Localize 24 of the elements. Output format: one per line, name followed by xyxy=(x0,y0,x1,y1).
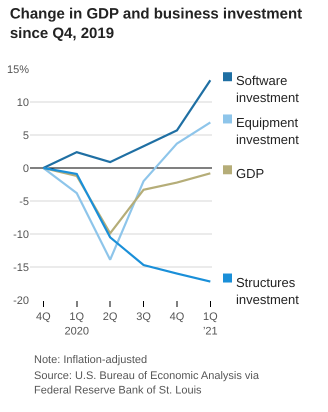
line-series xyxy=(42,79,212,170)
line-series xyxy=(42,166,212,283)
legend-label: Equipment investment xyxy=(236,115,300,147)
x-tick-label: 3Q xyxy=(136,311,152,324)
source-note: Source: U.S. Bureau of Economic Analysis via Federal Reserve Bank of St. Louis xyxy=(34,370,260,396)
legend-label: GDP xyxy=(236,166,264,181)
x-tick-label: 1Q 2020 xyxy=(64,311,89,338)
x-tick-label: 4Q xyxy=(36,311,52,324)
text: Note: Inflation-adjusted xyxy=(34,354,148,366)
y-tick-label: 15% xyxy=(6,64,30,76)
y-tick-label: -20 xyxy=(13,294,29,307)
y-tick-label: 5 xyxy=(22,130,29,142)
x-tick-label: 4Q xyxy=(170,311,185,324)
legend-label: Structures investment xyxy=(236,275,300,307)
y-tick-label: 0 xyxy=(22,162,29,175)
y-tick-label: -15 xyxy=(13,262,29,274)
x-tick-label: 1Q ’21 xyxy=(202,311,218,338)
chart-title: Change in GDP and business investment since Q4, 2019 xyxy=(10,6,302,42)
line-series xyxy=(42,121,212,261)
x-tick-label: 2Q xyxy=(102,311,118,324)
y-tick-label: 10 xyxy=(16,96,29,109)
y-tick-label: -5 xyxy=(19,196,29,208)
y-tick-label: -10 xyxy=(13,228,29,241)
legend-label: Software investment xyxy=(236,73,300,105)
